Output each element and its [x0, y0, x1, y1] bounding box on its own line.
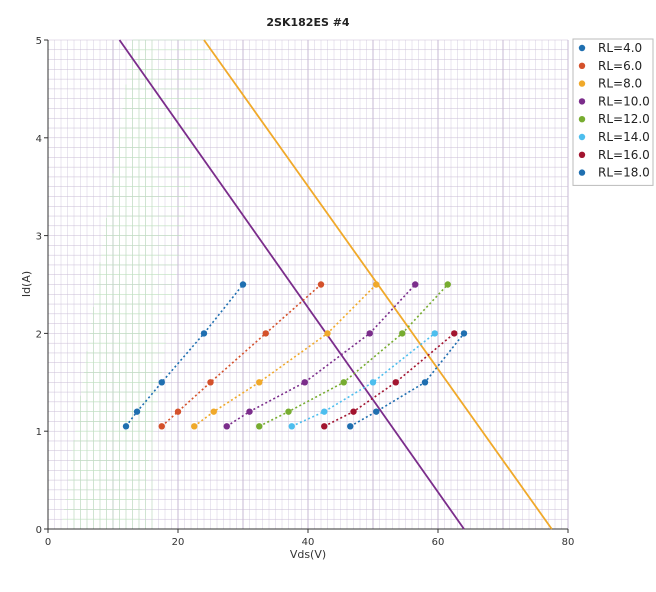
data-point — [412, 281, 419, 288]
data-point — [321, 408, 328, 415]
y-axis-label: Id(A) — [20, 271, 33, 297]
data-point — [321, 423, 328, 430]
data-point — [288, 423, 295, 430]
data-point — [399, 330, 406, 337]
legend-label: RL=6.0 — [598, 59, 642, 73]
y-tick-label: 5 — [36, 36, 42, 47]
data-point — [369, 379, 377, 386]
series-RL=12.0 — [256, 281, 451, 430]
data-point — [451, 330, 458, 337]
series-line — [349, 332, 465, 428]
data-point — [200, 330, 208, 337]
data-point — [210, 408, 217, 415]
grid — [47, 39, 569, 530]
legend-label: RL=10.0 — [598, 94, 650, 108]
data-point — [347, 423, 354, 430]
y-tick-label: 1 — [36, 427, 42, 438]
y-tick-label: 3 — [36, 232, 42, 243]
series — [122, 281, 468, 430]
series-RL=10.0 — [223, 281, 419, 430]
data-point — [392, 379, 399, 386]
data-point — [350, 408, 357, 415]
series-line — [226, 283, 416, 427]
legend-marker — [578, 151, 586, 158]
legend-marker — [578, 44, 586, 52]
x-tick-label: 40 — [302, 537, 315, 548]
data-point — [301, 379, 308, 386]
data-point — [366, 330, 373, 337]
series-RL=8.0 — [191, 281, 380, 430]
data-point — [340, 379, 347, 386]
data-point — [431, 330, 438, 337]
chart-title: 2SK182ES #4 — [266, 16, 350, 29]
data-point — [207, 379, 214, 386]
data-point — [174, 408, 182, 415]
legend-label: RL=8.0 — [598, 77, 642, 91]
series-RL=6.0 — [158, 281, 325, 430]
data-point — [256, 423, 263, 430]
x-tick-label: 0 — [45, 537, 51, 548]
legend-label: RL=4.0 — [598, 41, 642, 55]
legend-label: RL=18.0 — [598, 166, 650, 180]
legend-label: RL=16.0 — [598, 148, 650, 162]
legend-box — [572, 38, 654, 186]
load-line — [118, 39, 465, 530]
data-point — [191, 423, 198, 430]
data-point — [460, 330, 468, 337]
series-RL=16.0 — [321, 330, 458, 430]
series-RL=4.0 — [122, 281, 247, 430]
data-point — [239, 281, 247, 288]
data-point — [158, 379, 165, 386]
legend-marker — [578, 133, 586, 141]
legend-marker — [578, 80, 586, 87]
legend-marker — [578, 116, 586, 123]
x-axis-label: Vds(V) — [290, 548, 326, 561]
y-tick-label: 2 — [36, 329, 42, 340]
x-tick-label: 60 — [432, 537, 445, 548]
y-tick-label: 4 — [36, 134, 42, 145]
legend-marker — [578, 169, 586, 176]
series-RL=18.0 — [347, 330, 468, 430]
data-point — [256, 379, 263, 386]
data-point — [223, 423, 230, 430]
series-line — [161, 283, 322, 427]
data-point — [373, 281, 380, 288]
data-point — [373, 408, 380, 415]
y-tick-label: 0 — [36, 525, 42, 536]
data-point — [133, 408, 141, 415]
data-point — [246, 408, 253, 415]
data-point — [324, 330, 331, 337]
series-line — [193, 283, 377, 427]
x-tick-label: 20 — [172, 537, 185, 548]
legend-marker — [578, 98, 586, 105]
data-point — [285, 408, 292, 415]
legend: RL=4.0 RL=6.0 RL=8.0 RL=10.0 RL=12.0 RL=14.0 R… — [572, 38, 654, 186]
data-point — [317, 281, 325, 288]
data-point — [262, 330, 269, 337]
series-line — [323, 332, 455, 428]
data-point — [158, 423, 165, 430]
series-line — [291, 332, 436, 428]
legend-label: RL=12.0 — [598, 112, 650, 126]
legend-label: RL=14.0 — [598, 130, 650, 144]
series-RL=14.0 — [288, 330, 438, 430]
ticks: 0 20 40 60 80 0 1 2 3 4 5 — [36, 36, 575, 548]
data-point — [421, 379, 429, 386]
data-point — [122, 423, 130, 430]
x-tick-label: 80 — [562, 537, 575, 548]
legend-marker — [578, 62, 586, 69]
data-point — [444, 281, 451, 288]
